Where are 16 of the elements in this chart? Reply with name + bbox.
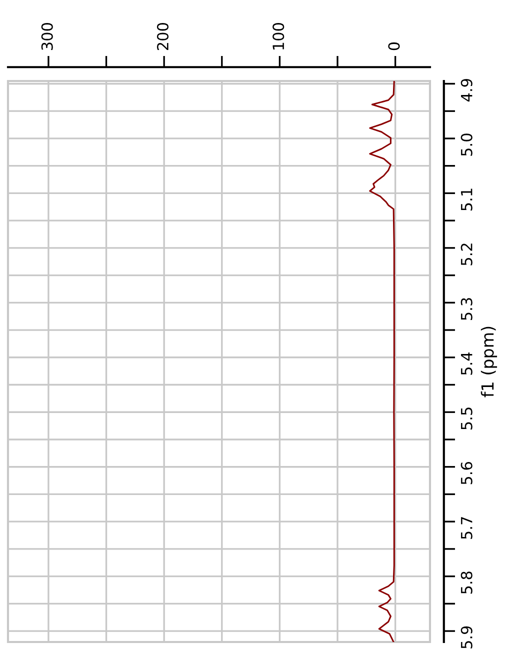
x-tick-label: 200 — [156, 22, 169, 50]
x-tick-label: 0 — [388, 42, 400, 50]
y-tick-label: 5.7 — [461, 517, 472, 539]
y-tick-label: 5.8 — [460, 572, 472, 594]
y-tick-label: 5.4 — [461, 352, 472, 375]
x-tick-label: 300 — [41, 22, 53, 50]
x-tick-label: 100 — [272, 22, 284, 50]
y-tick-label: 4.9 — [460, 79, 472, 102]
y-axis-title: f1 (ppm) — [480, 326, 498, 398]
y-tick-label: 5.5 — [461, 408, 472, 430]
y-tick-label: 5.9 — [460, 626, 472, 648]
y-tick-label: 5.1 — [461, 188, 472, 211]
y-tick-label: 5.3 — [460, 298, 472, 320]
y-tick-label: 5.0 — [460, 134, 472, 156]
y-tick-label: 5.2 — [460, 244, 472, 266]
y-tick-label: 5.6 — [460, 462, 472, 484]
